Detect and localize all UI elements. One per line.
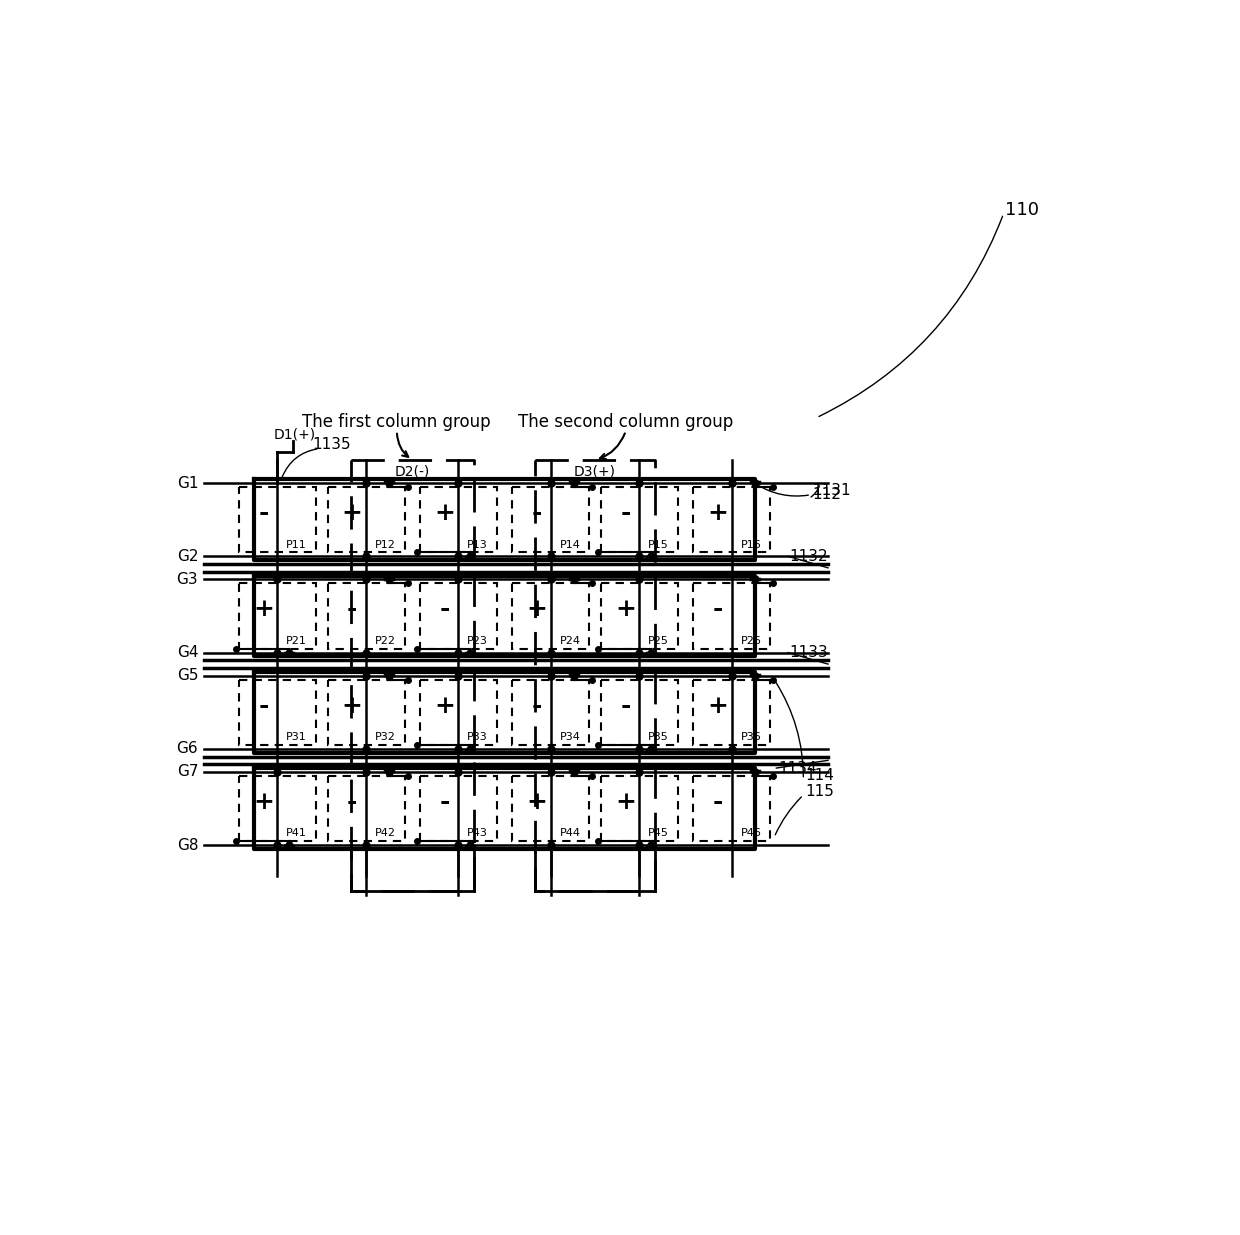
Text: P14: P14 xyxy=(559,540,580,550)
Text: -: - xyxy=(620,694,631,718)
Text: 1132: 1132 xyxy=(790,548,828,564)
Bar xyxy=(512,679,589,745)
Text: +: + xyxy=(527,598,547,621)
Text: -: - xyxy=(439,790,450,814)
Bar xyxy=(420,679,497,745)
Text: +: + xyxy=(253,598,274,621)
Text: D3(+): D3(+) xyxy=(574,464,616,479)
Text: P41: P41 xyxy=(286,829,308,839)
Text: -: - xyxy=(258,694,269,718)
Bar xyxy=(693,583,770,648)
Text: -: - xyxy=(620,501,631,525)
Text: P45: P45 xyxy=(649,829,670,839)
Text: P15: P15 xyxy=(649,540,668,550)
Bar xyxy=(693,679,770,745)
Text: P26: P26 xyxy=(740,636,761,646)
Text: G2: G2 xyxy=(176,548,198,564)
Text: P46: P46 xyxy=(740,829,761,839)
Text: +: + xyxy=(615,790,636,814)
Text: +: + xyxy=(708,501,728,525)
Text: 1131: 1131 xyxy=(812,483,851,499)
Text: D2(-): D2(-) xyxy=(394,464,430,479)
Bar xyxy=(420,487,497,552)
Text: -: - xyxy=(532,501,542,525)
Bar xyxy=(512,776,589,841)
Bar xyxy=(239,583,316,648)
Bar xyxy=(239,487,316,552)
Text: P33: P33 xyxy=(467,732,489,742)
Bar xyxy=(601,776,678,841)
Text: -: - xyxy=(439,598,450,621)
Text: P42: P42 xyxy=(374,829,396,839)
Text: The second column group: The second column group xyxy=(518,412,734,431)
Bar xyxy=(239,679,316,745)
Text: -: - xyxy=(347,790,357,814)
Text: P32: P32 xyxy=(374,732,396,742)
Bar xyxy=(601,583,678,648)
Text: 1133: 1133 xyxy=(790,645,828,659)
Text: G7: G7 xyxy=(176,764,198,779)
Text: P36: P36 xyxy=(740,732,761,742)
Text: P23: P23 xyxy=(467,636,489,646)
Text: G8: G8 xyxy=(176,837,198,852)
Bar xyxy=(693,776,770,841)
Text: P44: P44 xyxy=(559,829,580,839)
Text: 1134: 1134 xyxy=(777,761,817,776)
Bar xyxy=(512,583,589,648)
Text: -: - xyxy=(347,598,357,621)
Bar xyxy=(239,776,316,841)
Text: D1(+): D1(+) xyxy=(274,427,316,442)
Bar xyxy=(327,776,404,841)
Text: P22: P22 xyxy=(374,636,396,646)
Text: P25: P25 xyxy=(649,636,670,646)
Text: P21: P21 xyxy=(286,636,308,646)
Text: P11: P11 xyxy=(286,540,308,550)
Text: -: - xyxy=(532,694,542,718)
Text: +: + xyxy=(434,501,455,525)
Text: G4: G4 xyxy=(176,645,198,659)
Text: 1135: 1135 xyxy=(312,437,351,452)
Text: +: + xyxy=(342,694,362,718)
Text: +: + xyxy=(708,694,728,718)
Text: P34: P34 xyxy=(559,732,580,742)
Bar xyxy=(327,487,404,552)
Text: P13: P13 xyxy=(467,540,489,550)
Text: -: - xyxy=(258,501,269,525)
Text: G6: G6 xyxy=(176,741,198,756)
Bar xyxy=(420,776,497,841)
Text: 114: 114 xyxy=(805,768,833,783)
Bar xyxy=(327,583,404,648)
Bar xyxy=(420,583,497,648)
Text: -: - xyxy=(713,790,723,814)
Bar xyxy=(601,487,678,552)
Text: G3: G3 xyxy=(176,572,198,587)
Text: P16: P16 xyxy=(740,540,761,550)
Text: G1: G1 xyxy=(176,475,198,490)
Text: +: + xyxy=(342,501,362,525)
Text: 115: 115 xyxy=(805,784,833,799)
Bar xyxy=(601,679,678,745)
Text: 110: 110 xyxy=(1006,201,1039,219)
Text: P35: P35 xyxy=(649,732,668,742)
Text: P43: P43 xyxy=(467,829,489,839)
Text: +: + xyxy=(527,790,547,814)
Bar xyxy=(693,487,770,552)
Text: +: + xyxy=(434,694,455,718)
Text: P31: P31 xyxy=(286,732,308,742)
Bar xyxy=(327,679,404,745)
Bar xyxy=(512,487,589,552)
Text: -: - xyxy=(713,598,723,621)
Text: 112: 112 xyxy=(812,487,842,503)
Text: The first column group: The first column group xyxy=(303,412,491,431)
Text: P24: P24 xyxy=(559,636,580,646)
Text: G5: G5 xyxy=(176,668,198,683)
Text: +: + xyxy=(615,598,636,621)
Text: P12: P12 xyxy=(374,540,396,550)
Text: +: + xyxy=(253,790,274,814)
